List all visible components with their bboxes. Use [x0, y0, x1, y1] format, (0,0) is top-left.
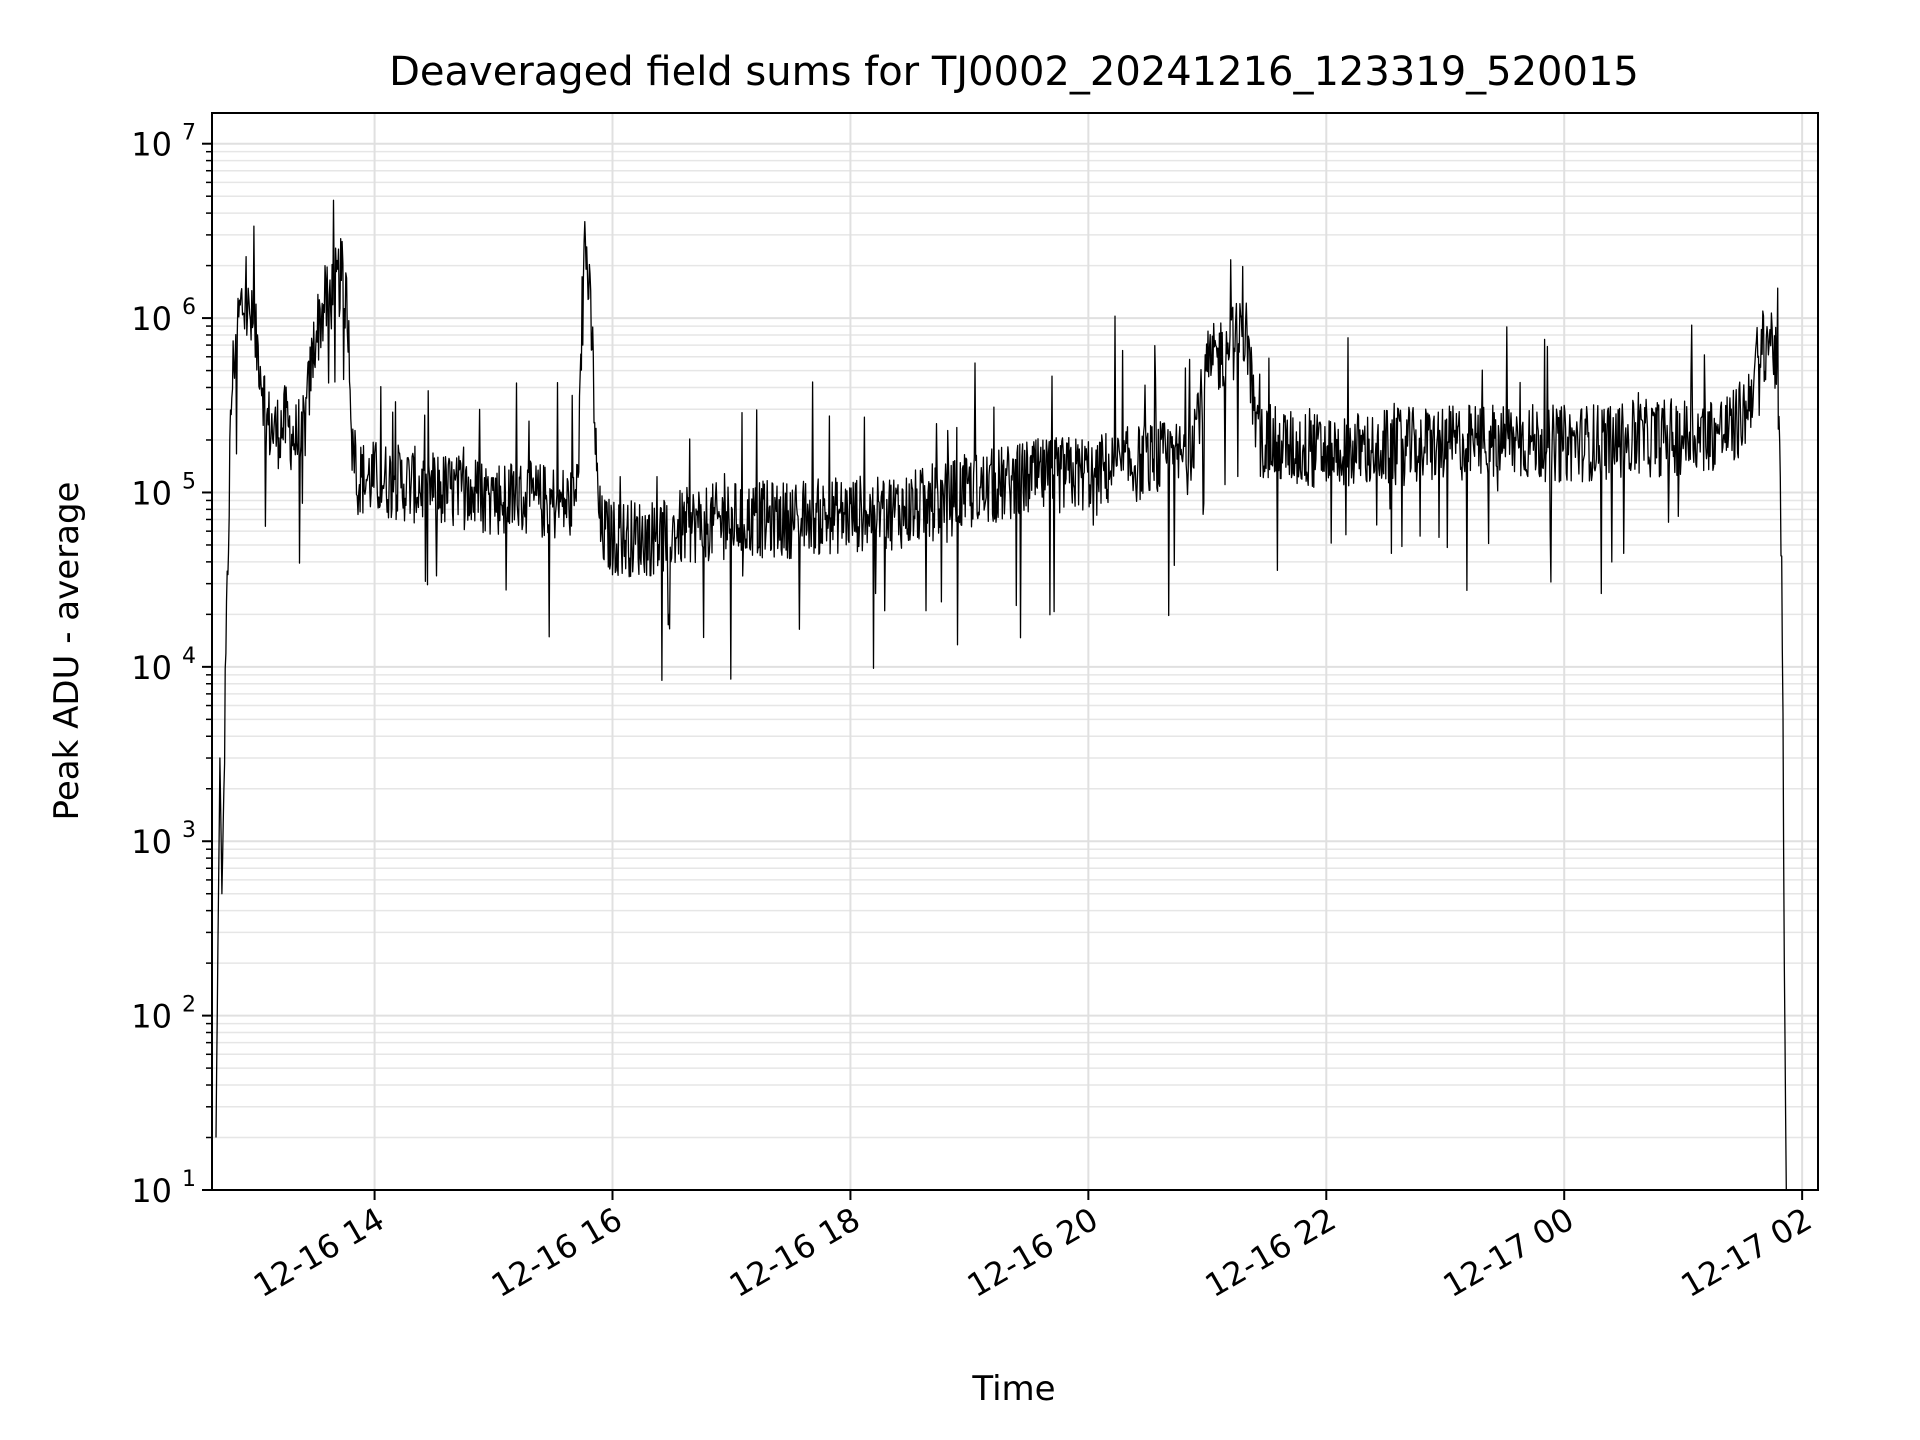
- y-tick-exponent: 6: [182, 295, 196, 320]
- chart-title: Deaveraged field sums for TJ0002_2024121…: [389, 49, 1639, 95]
- minor-gridlines: [206, 150, 1818, 1139]
- y-tick-label: 10: [131, 1172, 172, 1210]
- x-axis-label: Time: [971, 1369, 1055, 1409]
- y-axis-label: Peak ADU - average: [47, 482, 87, 821]
- y-tick-exponent: 3: [182, 818, 196, 843]
- y-tick-label: 10: [131, 300, 172, 338]
- y-tick-label: 10: [131, 474, 172, 512]
- y-tick-exponent: 1: [182, 1167, 196, 1192]
- y-tick-label: 10: [131, 649, 172, 687]
- y-tick-exponent: 4: [182, 644, 196, 669]
- series-line: [215, 199, 1787, 1191]
- y-axis-ticks: 10 1 10 2 10 3 10 4 10 5 10 6 10 7: [131, 121, 212, 1210]
- y-tick-exponent: 7: [182, 121, 196, 146]
- y-tick-exponent: 5: [182, 469, 196, 494]
- y-tick-label: 10: [131, 998, 172, 1036]
- plot-frame: [211, 112, 1819, 1191]
- y-tick-label: 10: [131, 126, 172, 164]
- major-gridlines: [212, 113, 1818, 1191]
- series-layer: [215, 199, 1787, 1191]
- y-tick-label: 10: [131, 823, 172, 861]
- y-tick-exponent: 2: [182, 993, 196, 1018]
